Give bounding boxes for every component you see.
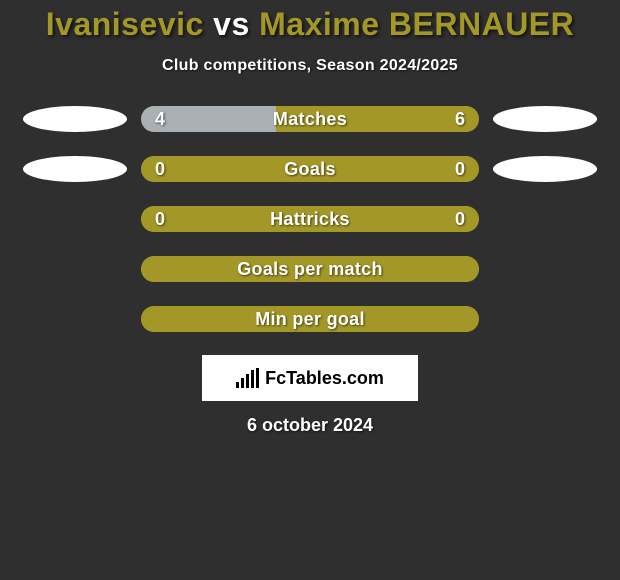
team-right-badge	[493, 106, 597, 132]
stats-card: Ivanisevic vs Maxime BERNAUER Club compe…	[0, 0, 620, 580]
stat-name: Hattricks	[141, 206, 479, 232]
page-title: Ivanisevic vs Maxime BERNAUER	[0, 6, 620, 43]
stat-row: 00Hattricks	[0, 205, 620, 233]
fctables-logo: FcTables.com	[202, 355, 418, 401]
stat-bar: Min per goal	[141, 306, 479, 332]
stat-bar: 00Hattricks	[141, 206, 479, 232]
stat-name: Goals per match	[141, 256, 479, 282]
logo-text: FcTables.com	[265, 368, 384, 389]
stat-bar: 46Matches	[141, 106, 479, 132]
stat-row: 00Goals	[0, 155, 620, 183]
date-text: 6 october 2024	[0, 415, 620, 436]
stat-name: Goals	[141, 156, 479, 182]
title-separator: vs	[213, 6, 250, 42]
team-left-badge	[23, 156, 127, 182]
stat-name: Matches	[141, 106, 479, 132]
stat-row: Goals per match	[0, 255, 620, 283]
subtitle: Club competitions, Season 2024/2025	[0, 57, 620, 75]
stat-bar: Goals per match	[141, 256, 479, 282]
team-left-badge	[23, 106, 127, 132]
stat-row: Min per goal	[0, 305, 620, 333]
title-player-right: Maxime BERNAUER	[259, 6, 574, 42]
team-right-badge	[493, 156, 597, 182]
logo-bars-icon	[236, 368, 259, 388]
stat-row: 46Matches	[0, 105, 620, 133]
title-player-left: Ivanisevic	[46, 6, 204, 42]
stat-rows: 46Matches 00Goals 00Hattricks Goals per mat…	[0, 105, 620, 333]
stat-bar: 00Goals	[141, 156, 479, 182]
stat-name: Min per goal	[141, 306, 479, 332]
